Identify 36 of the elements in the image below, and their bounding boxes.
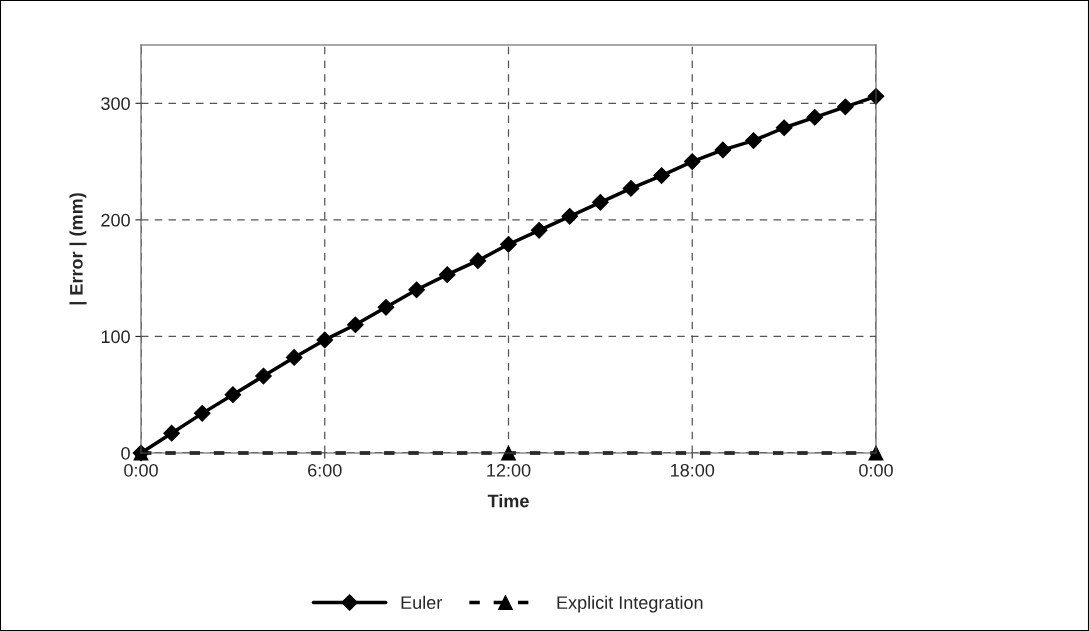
x-tick-label: 6:00 <box>308 463 342 477</box>
point <box>163 424 180 442</box>
legend-label: Explicit Integration <box>557 595 703 613</box>
point <box>714 141 732 159</box>
x-axis-title: Time <box>487 494 529 508</box>
point <box>806 108 824 126</box>
point <box>408 281 425 299</box>
point <box>592 193 609 211</box>
point <box>469 252 487 270</box>
y-axis-title: | Error | (mm) <box>69 193 87 305</box>
point <box>775 119 793 137</box>
point <box>193 404 211 422</box>
point <box>377 298 395 316</box>
x-tick-label: 12:00 <box>487 463 531 477</box>
x-tick-label: 18:00 <box>671 463 715 477</box>
point <box>622 180 640 197</box>
point <box>561 207 579 225</box>
point <box>347 316 364 334</box>
y-tick-label: 200 <box>101 213 130 227</box>
legend-label: Euler <box>401 595 442 609</box>
y-tick-label: 300 <box>101 97 130 111</box>
point <box>837 98 854 116</box>
point <box>500 235 517 253</box>
point <box>438 266 456 284</box>
point <box>285 349 303 366</box>
point <box>683 153 701 170</box>
x-tick-label: 0:00 <box>124 463 158 477</box>
point <box>745 132 762 149</box>
point <box>530 221 548 239</box>
y-tick-label: 100 <box>101 330 130 344</box>
point <box>255 367 272 385</box>
point <box>316 331 334 349</box>
x-tick-label: 0:00 <box>859 463 893 477</box>
y-tick-label: 0 <box>121 446 130 460</box>
point <box>224 386 242 404</box>
point <box>653 167 670 184</box>
